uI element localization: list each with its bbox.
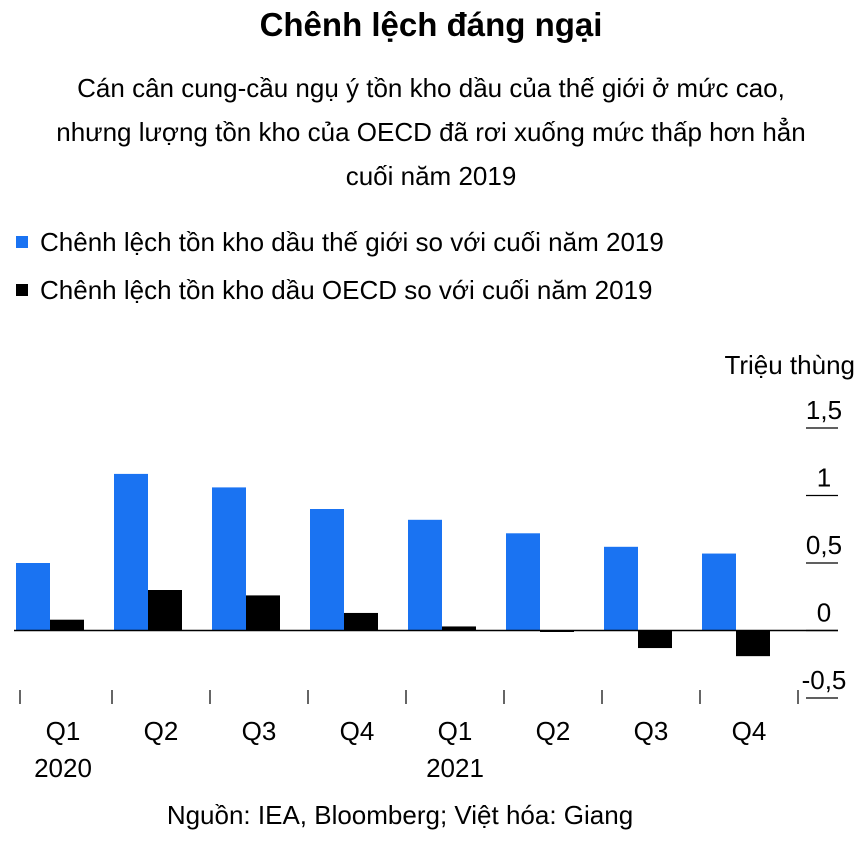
year-label-0: 2020 [34,753,92,783]
bar-world-4 [408,519,442,631]
x-tick-label-5: Q2 [536,716,571,746]
y-axis-label: Triệu thùng [724,350,855,380]
chart-title: Chênh lệch đáng ngại [259,6,603,43]
legend-swatch-oecd [16,284,28,296]
bar-oecd-2 [246,595,280,631]
x-tick-label-3: Q4 [340,716,375,746]
year-label-1: 2021 [426,753,484,783]
x-tick-label-0: Q1 [46,716,81,746]
legend-label-oecd: Chênh lệch tồn kho dầu OECD so với cuối … [40,274,653,305]
subtitle-line-2: nhưng lượng tồn kho của OECD đã rơi xuốn… [56,117,806,147]
legend-item-oecd: Chênh lệch tồn kho dầu OECD so với cuối … [16,266,664,314]
x-tick-label-6: Q3 [634,716,669,746]
legend-swatch-world [16,236,28,248]
y-tick-label-3: 0 [817,598,831,628]
x-tick-label-2: Q3 [242,716,277,746]
bar-world-3 [310,509,344,631]
bar-oecd-0 [50,619,84,631]
x-tick-label-7: Q4 [732,716,767,746]
legend-item-world: Chênh lệch tồn kho dầu thế giới so với c… [16,218,664,266]
legend-label-world: Chênh lệch tồn kho dầu thế giới so với c… [40,226,664,257]
y-tick-label-2: 0,5 [806,530,842,560]
subtitle-line-3: cuối năm 2019 [345,161,517,191]
bar-oecd-6 [638,630,672,649]
plot-area: 1,5 1 0,5 0 -0,5 Q1 Q2 Q3 Q4 Q1 Q2 Q3 Q4 2020 2021 [14,395,846,783]
bar-world-7 [702,553,736,631]
bar-world-0 [16,563,50,631]
bar-world-1 [114,473,148,631]
bar-oecd-3 [344,612,378,631]
bar-oecd-7 [736,630,770,657]
bar-world-6 [604,546,638,631]
bar-world-5 [506,533,540,631]
chart-subtitle: Cán cân cung-cầu ngụ ý tồn kho dầu của t… [0,66,862,198]
x-tick-label-4: Q1 [438,716,473,746]
y-tick-label-1: 1 [817,463,831,493]
chart-legend: Chênh lệch tồn kho dầu thế giới so với c… [16,218,664,314]
subtitle-line-1: Cán cân cung-cầu ngụ ý tồn kho dầu của t… [77,73,785,103]
y-tick-label-4: -0,5 [802,665,847,695]
source-note: Nguồn: IEA, Bloomberg; Việt hóa: Giang [166,800,634,830]
bar-oecd-4 [442,626,476,631]
y-tick-label-0: 1,5 [806,395,842,425]
bar-oecd-1 [148,590,182,631]
x-tick-label-1: Q2 [144,716,179,746]
bar-world-2 [212,487,246,631]
